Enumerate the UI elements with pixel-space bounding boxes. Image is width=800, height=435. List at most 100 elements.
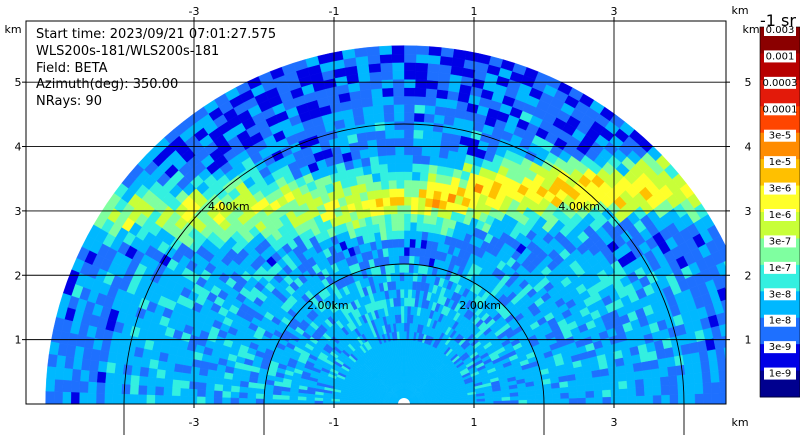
beta-cell — [373, 113, 385, 123]
colorbar-label-bg — [764, 209, 796, 221]
beta-cell — [439, 140, 451, 151]
beta-cell — [651, 376, 662, 387]
beta-cell — [230, 385, 240, 393]
beta-cell — [413, 255, 420, 265]
beta-cell — [732, 308, 743, 322]
beta-cell — [692, 362, 703, 374]
beta-cell — [104, 382, 114, 395]
beta-cell — [172, 371, 183, 381]
range-ring — [263, 263, 545, 435]
x-tick-label-top: 1 — [471, 5, 478, 18]
beta-cell — [366, 139, 378, 150]
beta-cell — [272, 399, 282, 404]
beta-cell — [155, 369, 166, 380]
beta-cell — [428, 155, 439, 166]
beta-cell — [403, 162, 413, 172]
beta-cell — [526, 394, 536, 400]
beta-cell — [727, 369, 736, 381]
beta-cell — [394, 263, 400, 273]
range-ring-label-right: 4.00km — [558, 200, 600, 213]
beta-cell — [718, 246, 726, 262]
beta-cell — [384, 129, 395, 139]
info-azimuth: Azimuth(deg): 350.00 — [36, 77, 178, 92]
beta-cell — [410, 196, 419, 206]
beta-cell — [197, 382, 207, 391]
beta-cell — [700, 360, 711, 373]
x-tick-label-top: -1 — [329, 5, 340, 18]
colorbar-label: 0.003 — [766, 25, 795, 36]
beta-cell — [140, 357, 151, 369]
beta-cell — [686, 393, 696, 404]
beta-cell — [179, 395, 189, 404]
beta-cell — [675, 364, 686, 376]
beta-cell — [421, 231, 429, 241]
beta-cell — [409, 221, 417, 232]
beta-cell — [398, 255, 405, 265]
beta-cell — [263, 394, 273, 400]
beta-cell — [408, 247, 416, 257]
beta-cell — [403, 78, 416, 88]
beta-cell — [543, 393, 553, 400]
beta-cell — [412, 154, 422, 165]
beta-cell — [247, 392, 257, 400]
beta-cell — [634, 378, 645, 389]
beta-cell — [263, 398, 273, 404]
x-unit-bottom: km — [731, 416, 748, 429]
beta-cell — [380, 70, 393, 81]
beta-cell — [391, 53, 405, 63]
beta-cell — [426, 181, 436, 191]
beta-cell — [403, 213, 411, 223]
beta-cell — [230, 391, 240, 399]
y-tick-label-left: 5 — [15, 76, 22, 89]
beta-cell — [221, 397, 231, 404]
beta-cell — [188, 388, 198, 397]
colorbar-label-bg — [764, 261, 796, 274]
beta-cell — [384, 121, 395, 131]
beta-cell — [137, 394, 147, 404]
beta-cell — [602, 396, 612, 404]
beta-cell — [403, 112, 415, 122]
beta-cell — [181, 364, 192, 375]
beta-cell — [314, 400, 324, 404]
beta-cell — [79, 381, 89, 394]
beta-cell — [730, 333, 740, 346]
beta-cell — [493, 400, 503, 404]
beta-cell — [371, 96, 384, 107]
beta-cell — [619, 395, 629, 404]
beta-cell — [155, 377, 165, 388]
beta-cell — [543, 398, 553, 404]
beta-cell — [87, 381, 97, 394]
beta-cell — [393, 95, 405, 105]
beta-cell — [363, 114, 375, 125]
beta-cell — [289, 395, 299, 401]
beta-cell — [374, 121, 386, 132]
beta-cell — [437, 157, 448, 168]
beta-cell — [685, 373, 695, 385]
beta-cell — [694, 393, 704, 404]
beta-cell — [247, 387, 257, 394]
beta-cell — [425, 189, 435, 200]
beta-cell — [431, 130, 443, 141]
beta-cell — [438, 148, 449, 159]
beta-cell — [407, 297, 412, 307]
beta-cell — [719, 381, 726, 394]
beta-cell — [359, 148, 370, 159]
beta-cell — [577, 397, 587, 404]
beta-cell — [403, 129, 414, 139]
beta-cell — [408, 263, 414, 273]
beta-cell — [403, 196, 412, 206]
beta-cell — [353, 47, 368, 58]
beta-cell — [322, 398, 332, 402]
beta-cell — [431, 198, 441, 209]
beta-cell — [171, 379, 182, 389]
beta-cell — [415, 222, 424, 232]
beta-cell — [403, 188, 412, 198]
beta-cell — [652, 385, 662, 396]
beta-cell — [424, 96, 437, 107]
beta-cell — [410, 205, 419, 215]
beta-cell — [369, 155, 380, 166]
beta-cell — [412, 264, 419, 274]
beta-cell — [355, 55, 369, 66]
beta-cell — [391, 230, 399, 240]
beta-cell — [95, 382, 106, 394]
